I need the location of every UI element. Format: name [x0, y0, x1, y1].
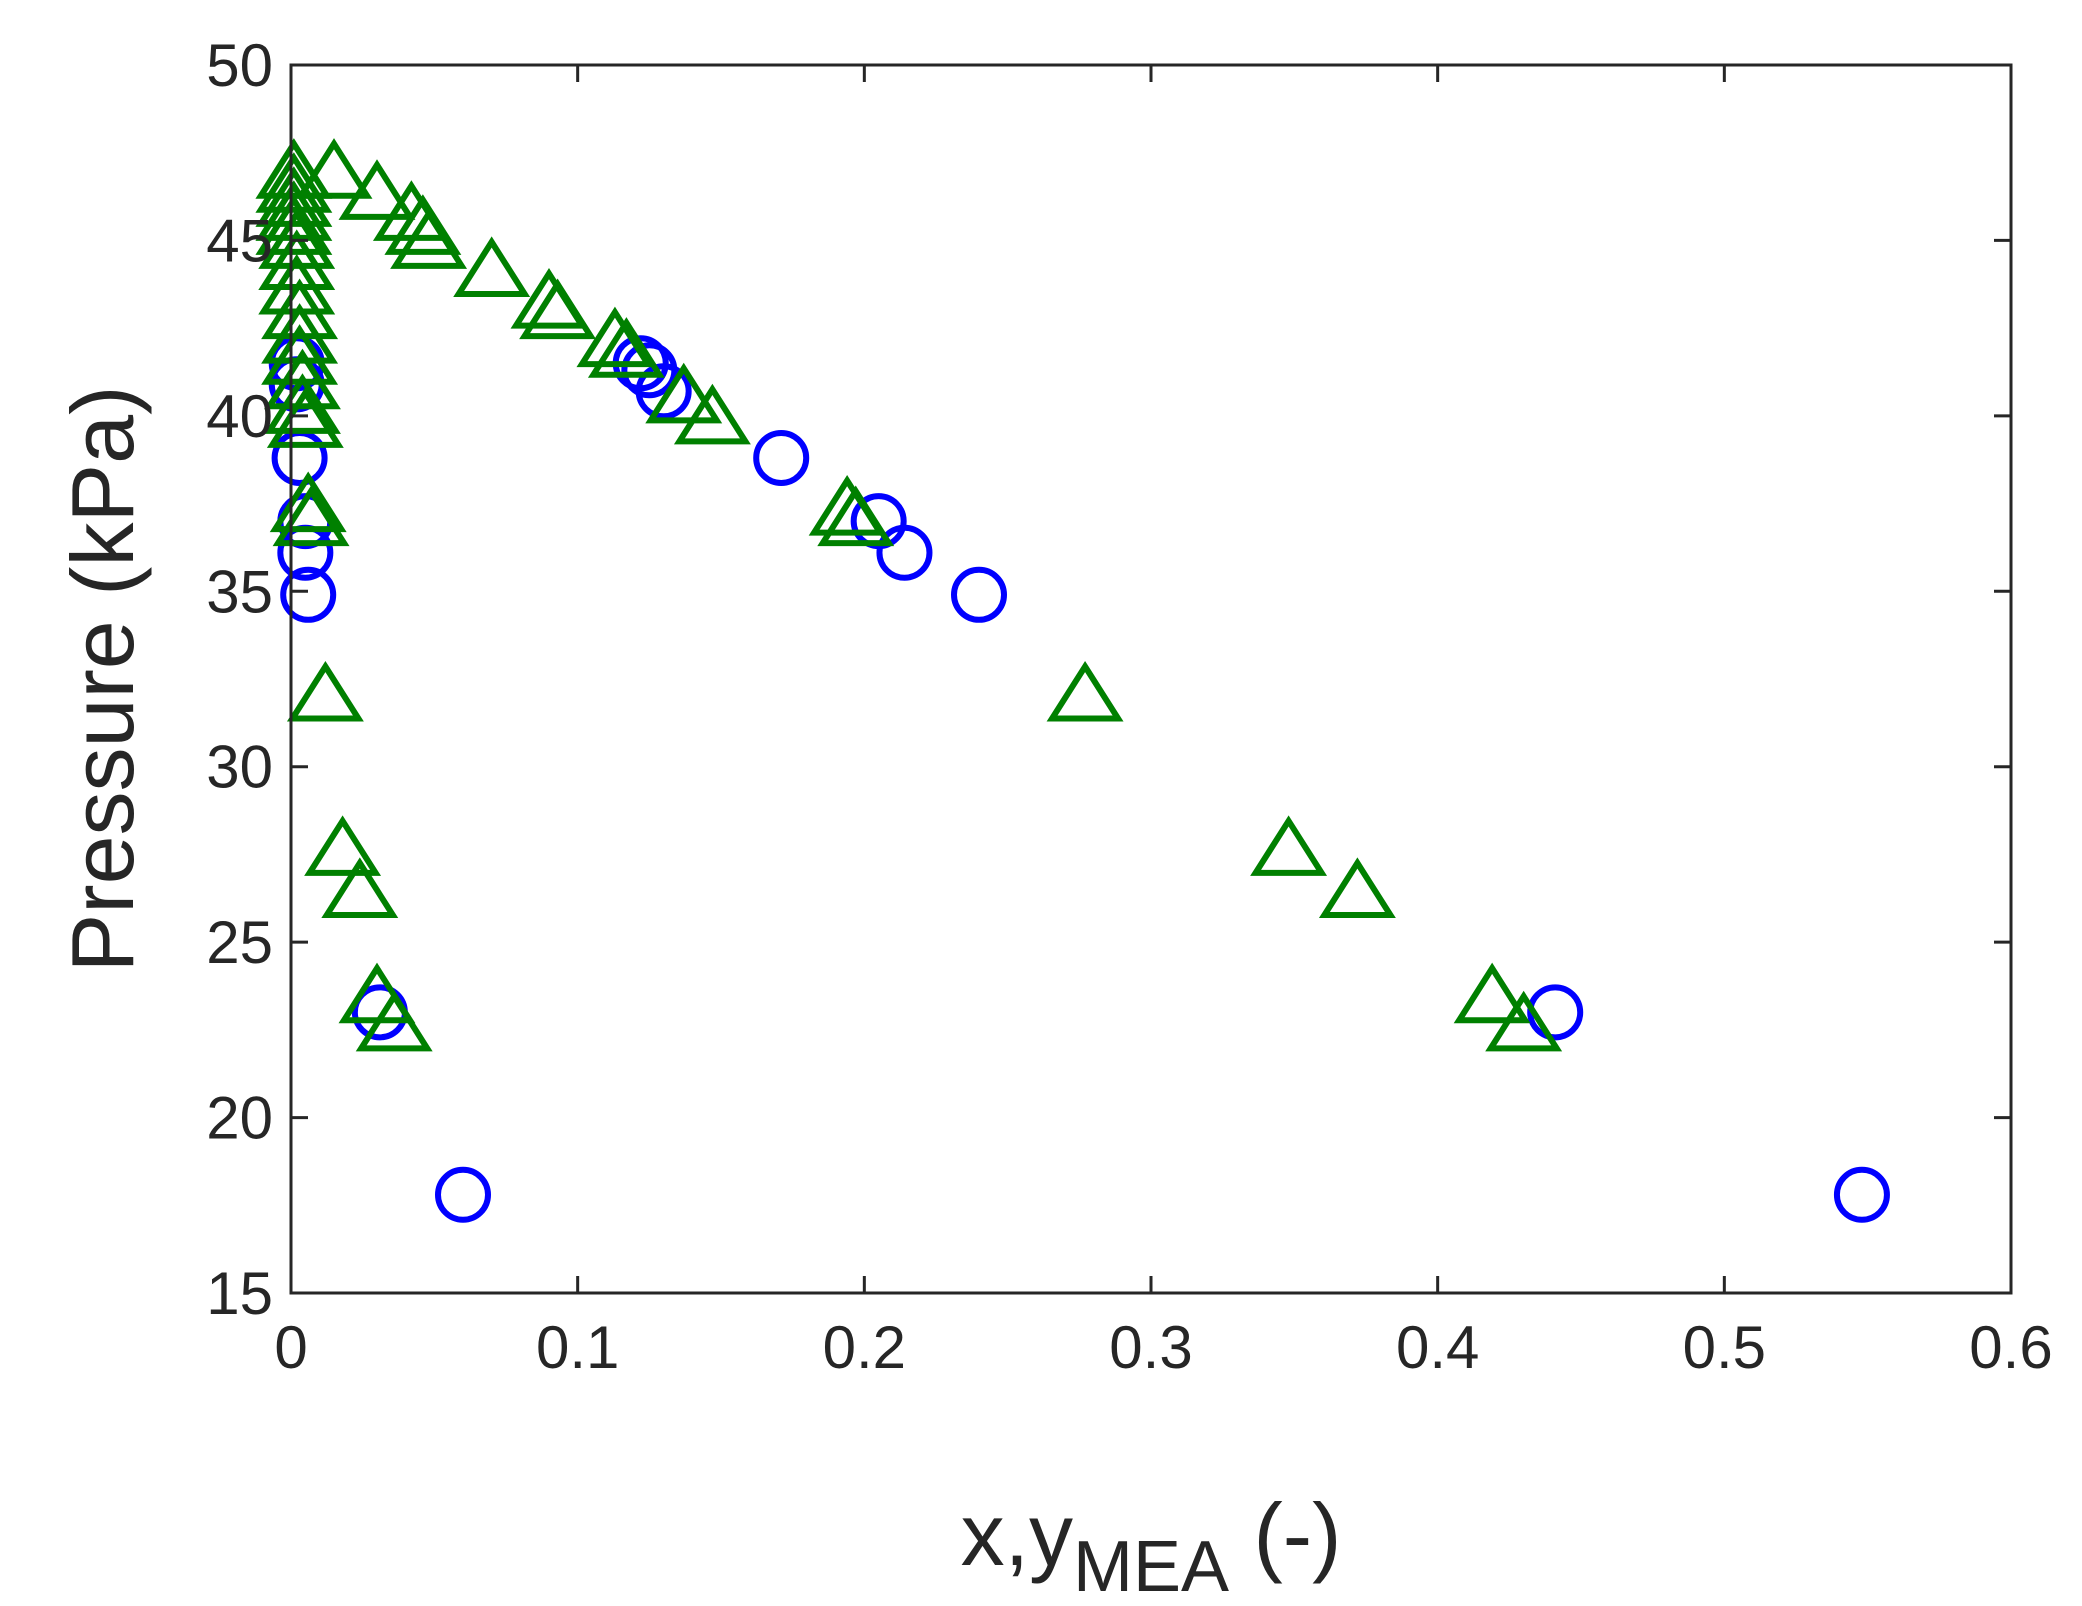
triangle-marker: [673, 383, 751, 445]
data-markers: [255, 138, 1890, 1223]
circle-marker: [435, 1166, 491, 1223]
triangle-marker: [338, 159, 416, 220]
y-tick-label: 25: [206, 909, 273, 976]
triangle-marker: [321, 857, 399, 919]
triangle-marker: [576, 306, 654, 368]
circle-marker: [1527, 984, 1584, 1041]
x-tick-label: 0: [274, 1314, 307, 1381]
y-tick-label: 45: [206, 207, 273, 274]
y-tick-label: 20: [206, 1085, 273, 1152]
triangle-marker: [645, 362, 723, 424]
y-axis-tick-labels: 15 20 25 30 35 40 45 50: [206, 32, 273, 1327]
triangle-marker: [587, 317, 665, 378]
x-axis-title-suffix: (-): [1229, 1485, 1341, 1584]
circle-marker: [951, 566, 1007, 623]
triangle-marker: [272, 485, 350, 547]
x-axis-title-main: x,y: [961, 1485, 1073, 1584]
x-axis-ticks: [289, 65, 2013, 1293]
x-axis-title-subscript: MEA: [1073, 1527, 1229, 1606]
y-tick-label: 35: [206, 558, 273, 625]
triangle-marker: [1250, 815, 1328, 876]
x-tick-label: 0.2: [823, 1314, 906, 1381]
circle-marker: [635, 363, 692, 420]
triangle-marker: [258, 208, 336, 269]
triangle-marker: [304, 815, 382, 876]
triangle-marker: [1453, 962, 1531, 1024]
circle-marker: [753, 429, 810, 486]
y-tick-label: 40: [206, 383, 273, 450]
circle-marker: [280, 566, 337, 623]
y-axis-title: Pressure (kPa): [53, 386, 152, 973]
triangle-marker: [295, 138, 373, 199]
triangle-marker: [255, 194, 333, 255]
y-tick-label: 30: [206, 734, 273, 801]
circle-marker: [876, 524, 933, 581]
x-axis-tick-labels: 0 0.1 0.2 0.3 0.4 0.5 0.6: [274, 1314, 2052, 1381]
y-axis-ticks: [291, 63, 2011, 1295]
triangle-marker: [1046, 660, 1124, 722]
x-tick-label: 0.6: [1969, 1314, 2052, 1381]
x-tick-label: 0.1: [536, 1314, 619, 1381]
triangle-marker: [1318, 857, 1396, 919]
triangle-marker: [266, 387, 344, 448]
x-tick-label: 0.4: [1396, 1314, 1479, 1381]
triangle-marker: [1485, 990, 1563, 1052]
y-tick-label: 50: [206, 32, 273, 99]
x-tick-label: 0.5: [1683, 1314, 1766, 1381]
triangle-marker: [390, 208, 468, 269]
circle-marker: [1833, 1166, 1890, 1223]
triangle-marker: [264, 373, 341, 434]
y-tick-label: 15: [206, 1260, 273, 1327]
triangle-marker: [264, 348, 341, 410]
triangle-marker: [453, 236, 531, 298]
x-axis-title: x,yMEA (-): [961, 1485, 1342, 1606]
triangle-marker: [355, 990, 433, 1052]
triangle-marker: [519, 278, 597, 340]
plot-area: [291, 65, 2011, 1293]
series-triangles: [255, 138, 1563, 1052]
triangle-marker: [286, 660, 364, 722]
triangle-marker: [261, 278, 339, 340]
triangle-marker: [817, 485, 895, 547]
x-tick-label: 0.3: [1109, 1314, 1192, 1381]
